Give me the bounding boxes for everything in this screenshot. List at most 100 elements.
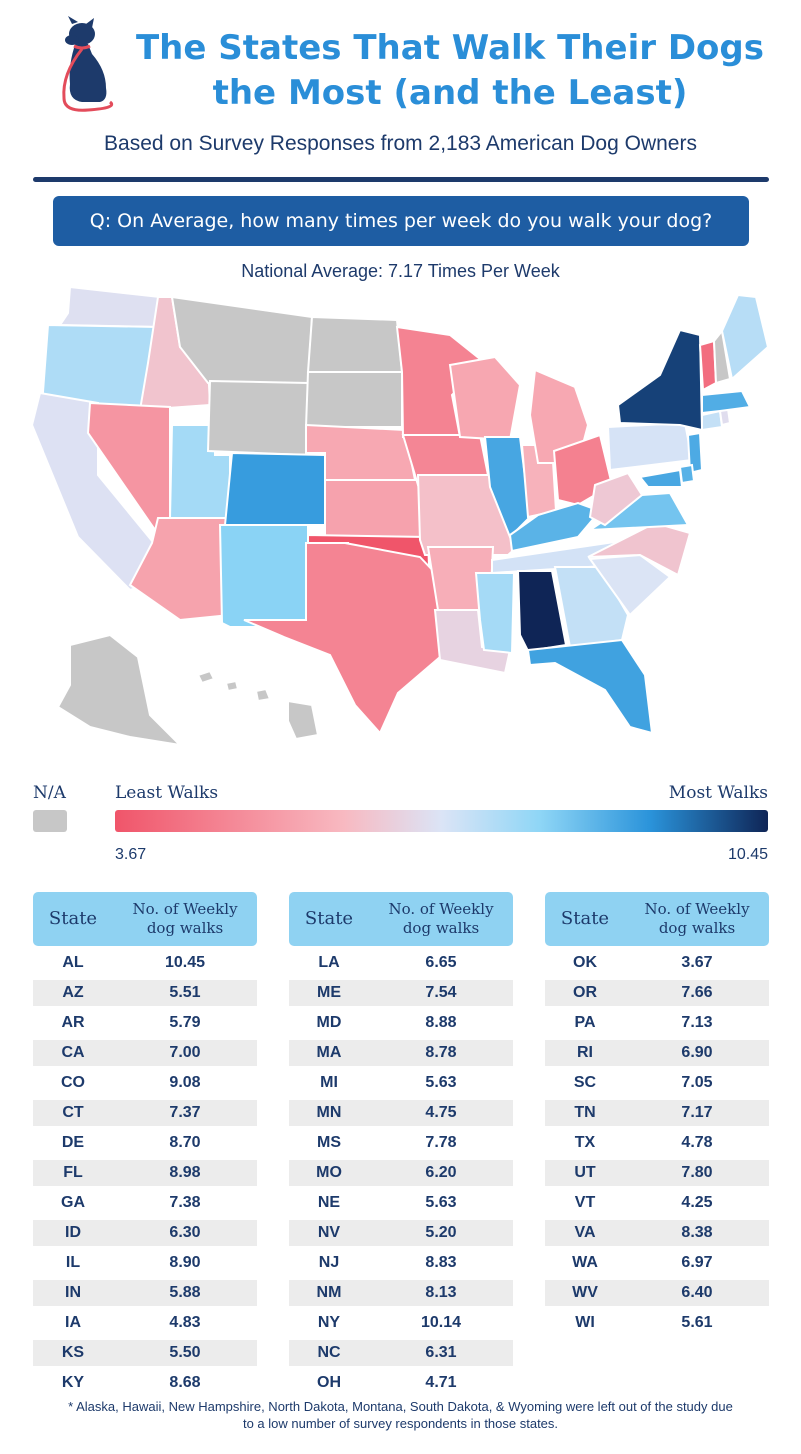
state-code: IA (65, 1314, 81, 1331)
state-code: CT (62, 1104, 84, 1121)
weekly-walks-value: 8.83 (425, 1254, 457, 1271)
table-header: State No. of Weekly dog walks (289, 892, 513, 946)
table-row: WV 6.40 (545, 1280, 769, 1306)
state-ak (56, 633, 183, 747)
state-wy (206, 379, 310, 457)
table-row: LA 6.65 (289, 950, 513, 976)
weekly-walks-value: 4.83 (169, 1314, 201, 1331)
state-code: VT (574, 1194, 596, 1211)
weekly-walks-value: 6.20 (425, 1164, 457, 1181)
state-co (223, 451, 326, 526)
table-row: MI 5.63 (289, 1070, 513, 1096)
table-row: TX 4.78 (545, 1130, 769, 1156)
table-row: ID 6.30 (33, 1220, 257, 1246)
state-table-2: State No. of Weekly dog walks LA 6.65 ME 7.54… (289, 892, 513, 1396)
weekly-walks-value: 7.54 (425, 984, 457, 1001)
state-code: IL (65, 1254, 81, 1271)
weekly-walks-value: 10.45 (164, 954, 206, 971)
state-nc (587, 521, 692, 577)
weekly-walks-value: 7.66 (681, 984, 713, 1001)
state-nh (712, 328, 732, 385)
state-fl (526, 638, 654, 735)
weekly-walks-value: 8.68 (169, 1374, 201, 1391)
table-row: AZ 5.51 (33, 980, 257, 1006)
weekly-walks-value: 8.38 (681, 1224, 713, 1241)
weekly-walks-value: 5.51 (169, 984, 201, 1001)
state-code: MS (317, 1134, 341, 1151)
weekly-walks-value: 7.38 (169, 1194, 201, 1211)
table-row: DE 8.70 (33, 1130, 257, 1156)
legend-na-swatch (33, 810, 67, 832)
state-code: SC (573, 1074, 597, 1091)
table-row: OK 3.67 (545, 950, 769, 976)
page-title: The States That Walk Their Dogs the Most… (135, 28, 764, 113)
state-code: MA (316, 1044, 342, 1061)
state-ms (474, 572, 516, 655)
table-row: ME 7.54 (289, 980, 513, 1006)
weekly-walks-value: 8.70 (169, 1134, 201, 1151)
state-ks (324, 479, 424, 541)
weekly-walks-value: 7.05 (681, 1074, 713, 1091)
state-code: TX (574, 1134, 596, 1151)
state-code: NM (316, 1284, 342, 1301)
state-code: ID (65, 1224, 81, 1241)
state-ct (701, 409, 724, 432)
weekly-walks-value: 8.88 (425, 1014, 457, 1031)
state-code: IN (65, 1284, 81, 1301)
table-row: MO 6.20 (289, 1160, 513, 1186)
table-row: WA 6.97 (545, 1250, 769, 1276)
state-table-1: State No. of Weekly dog walks AL 10.45 AZ 5.5… (33, 892, 257, 1396)
state-code: OH (317, 1374, 341, 1391)
weekly-walks-value: 5.50 (169, 1344, 201, 1361)
state-code: GA (61, 1194, 85, 1211)
column-header-state: State (48, 908, 98, 929)
state-code: WV (572, 1284, 598, 1301)
divider (33, 177, 769, 182)
legend-most-label: Most Walks (668, 783, 768, 803)
us-choropleth-map (30, 285, 770, 747)
weekly-walks-value: 6.31 (425, 1344, 457, 1361)
table-row: CA 7.00 (33, 1040, 257, 1066)
table-row: NC 6.31 (289, 1340, 513, 1366)
state-code: WI (575, 1314, 595, 1331)
weekly-walks-value: 7.78 (425, 1134, 457, 1151)
table-row: MA 8.78 (289, 1040, 513, 1066)
table-row: NV 5.20 (289, 1220, 513, 1246)
legend-na-label: N/A (33, 783, 66, 803)
state-code: KY (61, 1374, 85, 1391)
state-code: AL (62, 954, 84, 971)
survey-question: Q: On Average, how many times per week d… (53, 196, 749, 246)
weekly-walks-value: 8.78 (425, 1044, 457, 1061)
state-hi-island (254, 687, 272, 703)
weekly-walks-value: 6.65 (425, 954, 457, 971)
state-hi-island (287, 699, 320, 741)
state-mn (395, 325, 487, 438)
weekly-walks-value: 8.90 (169, 1254, 201, 1271)
state-wv (588, 471, 644, 527)
state-code: NY (317, 1314, 341, 1331)
weekly-walks-value: 4.71 (425, 1374, 457, 1391)
state-code: DE (61, 1134, 85, 1151)
column-header-walks: No. of Weekly dog walks (644, 900, 750, 937)
weekly-walks-value: 4.75 (425, 1104, 457, 1121)
weekly-walks-value: 5.88 (169, 1284, 201, 1301)
state-code: FL (63, 1164, 83, 1181)
state-code: TN (574, 1104, 596, 1121)
state-code: OK (573, 954, 597, 971)
weekly-walks-value: 5.61 (681, 1314, 713, 1331)
weekly-walks-value: 7.13 (681, 1014, 713, 1031)
state-code: KS (61, 1344, 85, 1361)
state-code: WA (572, 1254, 598, 1271)
weekly-walks-value: 7.80 (681, 1164, 713, 1181)
weekly-walks-value: 6.40 (681, 1284, 713, 1301)
dog-logo-icon (62, 16, 114, 112)
column-header-state: State (560, 908, 610, 929)
table-row: SC 7.05 (545, 1070, 769, 1096)
state-code: RI (577, 1044, 593, 1061)
table-row: IA 4.83 (33, 1310, 257, 1336)
state-ny (616, 328, 704, 432)
column-header-walks: No. of Weekly dog walks (132, 900, 238, 937)
table-row: UT 7.80 (545, 1160, 769, 1186)
table-row: MN 4.75 (289, 1100, 513, 1126)
state-code: ME (317, 984, 341, 1001)
